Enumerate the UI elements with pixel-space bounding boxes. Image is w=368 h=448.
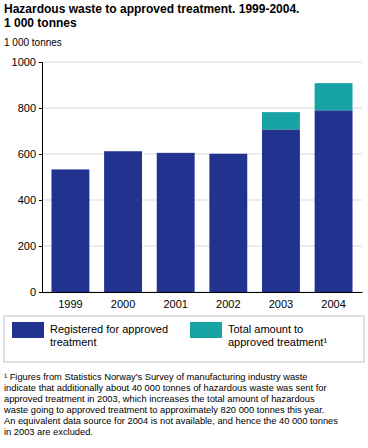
y-tick-label: 800	[18, 102, 36, 114]
footnote-line: in 2003 are excluded.	[4, 427, 93, 437]
footnote: ¹ Figures from Statistics Norway's Surve…	[3, 372, 338, 437]
footnote-line: indicate that additionally about 40 000 …	[4, 383, 327, 393]
footnote-line: approved treatment in 2003, which increa…	[4, 394, 315, 404]
x-tick: 2003	[269, 292, 293, 310]
bar	[51, 169, 89, 292]
bars	[51, 83, 352, 292]
y-tick-mark	[39, 200, 42, 201]
x-tick: 2000	[111, 292, 135, 310]
x-axis: 1999 2000 2001 2002 2003 2004	[43, 292, 363, 310]
y-tick-mark	[39, 62, 42, 63]
x-tick-label: 2004	[321, 298, 345, 310]
y-tick: 200	[18, 240, 42, 252]
y-tick: 400	[18, 194, 42, 206]
title: Hazardous waste to approved treatment. 1…	[4, 2, 299, 16]
footnote-line: ¹ Figures from Statistics Norway's Surve…	[4, 372, 308, 382]
footnote-line: waste going to approved treatment to app…	[3, 405, 324, 415]
x-tick: 1999	[58, 292, 82, 310]
legend-label: Total amount toapproved treatment¹	[228, 323, 327, 348]
y-tick-mark	[39, 292, 42, 293]
legend-swatch	[190, 322, 222, 338]
y-tick-label: 0	[30, 286, 36, 298]
x-tick-label: 2000	[111, 298, 135, 310]
x-axis-line	[43, 292, 363, 293]
legend-frame	[4, 316, 364, 362]
bar	[157, 153, 195, 292]
x-tick-label: 2001	[163, 298, 187, 310]
y-axis: 0 200 400 600 800 1000	[12, 56, 43, 298]
grid	[42, 62, 362, 292]
bar	[262, 112, 300, 129]
x-tick-label: 2002	[216, 298, 240, 310]
y-tick-mark	[39, 246, 42, 247]
x-tick: 2002	[216, 292, 240, 310]
legend-label: Registered for approvedtreatment	[50, 323, 168, 348]
y-tick-label: 400	[18, 194, 36, 206]
grid-line	[42, 62, 362, 63]
bar	[104, 151, 142, 292]
y-tick-mark	[39, 108, 42, 109]
chart: Hazardous waste to approved treatment. 1…	[0, 0, 368, 448]
y-tick: 1000	[12, 56, 42, 68]
bar	[262, 129, 300, 292]
subtitle: 1 000 tonnes	[4, 16, 77, 30]
grid-line	[42, 154, 362, 155]
legend-swatch	[12, 322, 44, 338]
y-axis-title: 1 000 tonnes	[4, 37, 62, 48]
x-tick-label: 2003	[269, 298, 293, 310]
legend: Registered for approvedtreatment Total am…	[4, 316, 364, 362]
y-tick-label: 200	[18, 240, 36, 252]
y-tick: 0	[30, 286, 42, 298]
x-tick-label: 1999	[58, 298, 82, 310]
grid-line	[42, 292, 362, 293]
grid-line	[42, 246, 362, 247]
bar	[315, 110, 353, 292]
y-axis-line	[39, 63, 43, 293]
x-tick: 2001	[163, 292, 187, 310]
y-tick-mark	[39, 154, 42, 155]
y-tick: 800	[18, 102, 42, 114]
bar	[315, 83, 353, 110]
y-tick-label: 600	[18, 148, 36, 160]
footnote-line: An equivalent data source for 2004 is no…	[4, 416, 338, 426]
grid-line	[42, 108, 362, 109]
y-tick-label: 1000	[12, 56, 36, 68]
y-tick: 600	[18, 148, 42, 160]
grid-line	[42, 200, 362, 201]
bar	[209, 154, 247, 292]
x-tick: 2004	[321, 292, 345, 310]
